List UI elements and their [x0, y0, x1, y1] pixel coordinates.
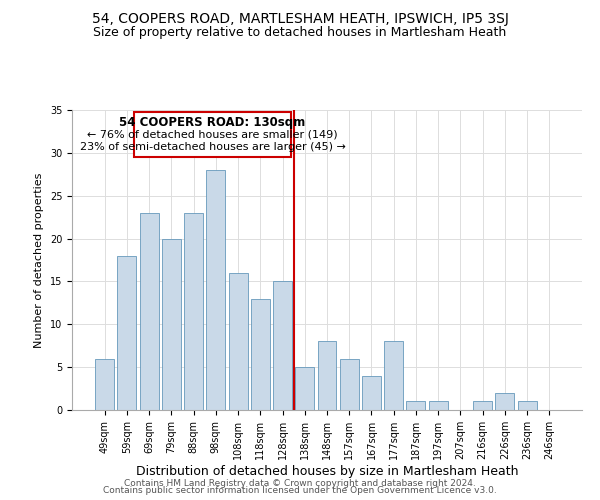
Text: Contains public sector information licensed under the Open Government Licence v3: Contains public sector information licen…	[103, 486, 497, 495]
Bar	[473, 402, 492, 410]
Bar	[429, 402, 448, 410]
Bar	[95, 358, 114, 410]
Bar	[406, 402, 425, 410]
Text: 23% of semi-detached houses are larger (45) →: 23% of semi-detached houses are larger (…	[80, 142, 346, 152]
Bar	[206, 170, 225, 410]
Text: ← 76% of detached houses are smaller (149): ← 76% of detached houses are smaller (14…	[87, 130, 338, 140]
Bar	[384, 342, 403, 410]
Bar	[362, 376, 381, 410]
Text: Size of property relative to detached houses in Martlesham Heath: Size of property relative to detached ho…	[94, 26, 506, 39]
Text: 54, COOPERS ROAD, MARTLESHAM HEATH, IPSWICH, IP5 3SJ: 54, COOPERS ROAD, MARTLESHAM HEATH, IPSW…	[92, 12, 508, 26]
X-axis label: Distribution of detached houses by size in Martlesham Heath: Distribution of detached houses by size …	[136, 464, 518, 477]
Bar	[340, 358, 359, 410]
Bar	[251, 298, 270, 410]
Bar	[518, 402, 536, 410]
Text: Contains HM Land Registry data © Crown copyright and database right 2024.: Contains HM Land Registry data © Crown c…	[124, 478, 476, 488]
Bar	[273, 282, 292, 410]
Bar	[496, 393, 514, 410]
Bar	[229, 273, 248, 410]
Bar	[295, 367, 314, 410]
Bar	[317, 342, 337, 410]
Y-axis label: Number of detached properties: Number of detached properties	[34, 172, 44, 348]
Bar	[184, 213, 203, 410]
Bar	[162, 238, 181, 410]
Bar	[118, 256, 136, 410]
FancyBboxPatch shape	[134, 112, 292, 157]
Bar	[140, 213, 158, 410]
Text: 54 COOPERS ROAD: 130sqm: 54 COOPERS ROAD: 130sqm	[119, 116, 305, 129]
